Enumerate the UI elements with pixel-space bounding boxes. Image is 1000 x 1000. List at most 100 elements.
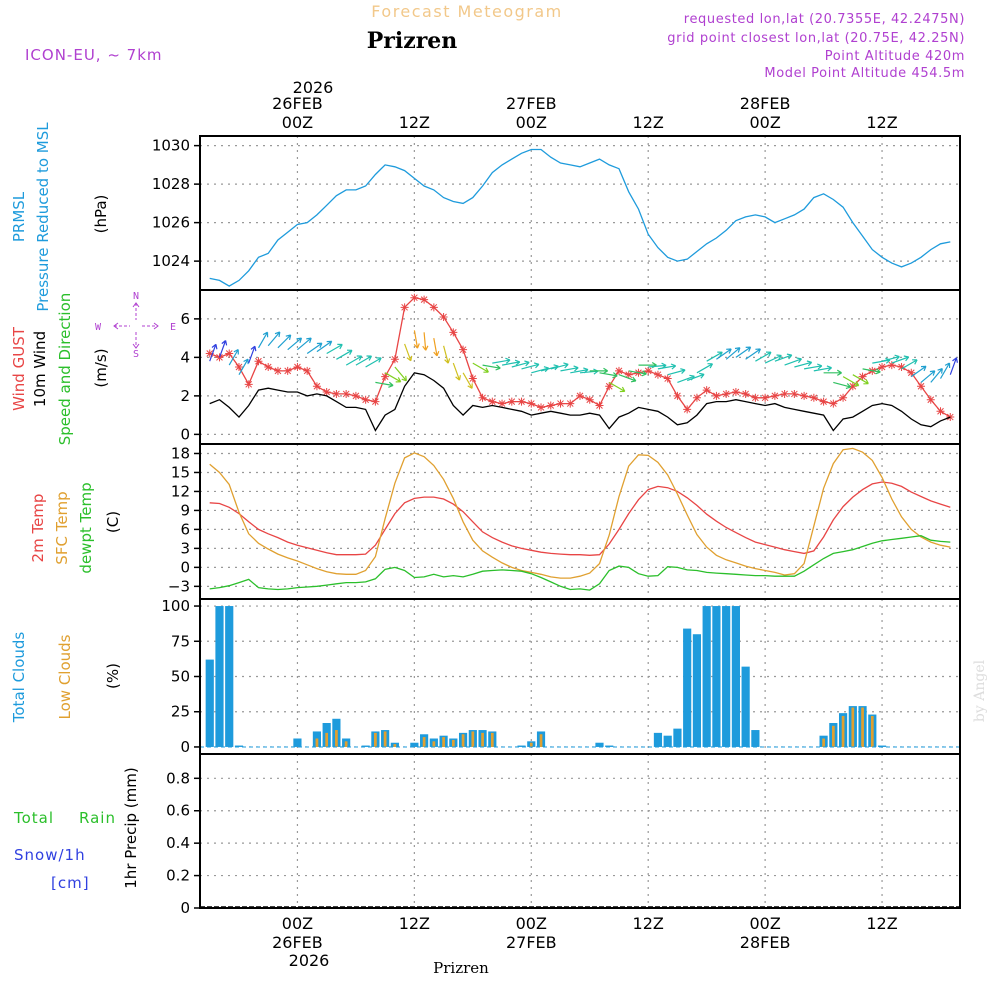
low-cloud-bar [374,732,377,747]
temp-2m-label: 2m Temp [29,494,47,563]
wind-arrow [375,381,394,388]
y-tick-label: 0 [180,558,190,576]
wind-arrow [492,357,511,364]
total-cloud-bar [877,745,887,747]
y-tick-label: 2 [180,387,190,405]
y-tick-label: 0 [180,425,190,443]
y-tick-label: 0.6 [166,802,190,820]
wind-arrow [745,348,761,360]
wind-arrow [891,355,910,364]
wind-arrow [218,340,228,358]
y-tick-label: 1030 [152,137,190,155]
wind-arrow [784,357,802,366]
wind-arrow [472,362,489,373]
y-tick-label: 0.2 [166,867,190,885]
bottom-time-label: 28FEB [740,933,791,952]
gust-marker [614,366,623,375]
gust-marker [507,397,516,406]
wind-arrow [297,337,312,351]
gust-marker [312,382,321,391]
series-2m-temp [209,481,951,556]
gust-marker [322,388,331,397]
gust-marker [819,397,828,406]
low-cloud-bar [529,742,533,747]
y-tick-label: 0.4 [166,834,190,852]
wind-arrow [930,368,943,383]
gust-marker [264,363,273,371]
y-tick-label: 3 [180,539,190,557]
gust-marker [429,303,438,312]
y-tick-label: 12 [171,482,190,500]
precip-side-label: Total Rain Snow/1h [cm] 1hr Precip (mm) [13,767,140,892]
precip-snow-label: Snow/1h [14,846,86,864]
wind-arrow [287,337,303,351]
precip-axis-label: 1hr Precip (mm) [122,767,140,888]
wind-arrow [511,360,530,368]
total-cloud-bar [517,745,526,747]
gust-marker [527,399,536,408]
wind-arrow [257,331,269,349]
wind-arrow [345,355,363,366]
top-time-label: 00Z [516,113,547,132]
wind-arrow [462,372,473,389]
low-cloud-bar [344,741,348,747]
gust-marker [488,397,497,406]
clouds-unit-label: (%) [104,663,122,689]
y-tick-label: 4 [180,348,190,366]
gust-marker [410,293,419,302]
compass-west: W [95,322,102,333]
gust-marker [205,349,214,358]
wind-arrow [862,368,881,375]
wind-arrow [901,359,918,370]
model-label: ICON-EU, ~ 7km [25,46,163,64]
wind-arrow [910,365,927,378]
wind-arrow [228,348,239,366]
gust-marker [858,372,867,381]
bottom-year-label: 2026 [289,951,330,970]
gust-marker [702,386,711,395]
gust-marker [400,303,409,312]
wind-arrow [774,353,793,362]
model-altitude: Model Point Altitude 454.5m [764,66,965,81]
wind-arrow [833,381,852,389]
pressure-side-label: PRMSL Pressure Reduced to MSL (hPa) [10,122,110,312]
wind-arrow [365,357,382,368]
wind-arrow [306,342,323,354]
temp-unit-label: (C) [104,511,122,533]
wind-arrow [521,362,540,370]
gust-marker [342,389,351,398]
gust-marker [663,374,672,383]
gust-marker [887,361,896,370]
gust-marker [468,374,477,383]
wind-arrow [881,354,900,362]
wind-arrow [794,360,813,368]
pressure-unit-label: (hPa) [92,195,110,234]
y-tick-label: 6 [180,310,190,328]
figure-title: Forecast Meteogram [371,2,562,21]
gust-marker [537,403,546,412]
y-tick-label: 1024 [152,252,190,270]
gust-marker [829,399,838,408]
wind-arrow [706,351,723,362]
gust-marker [576,391,584,400]
series-prmsl [209,148,951,287]
gust-marker [683,405,692,414]
gust-marker [371,397,380,406]
wind-arrow [501,359,521,366]
total-cloud-bar [410,742,419,747]
low-cloud-bar [481,732,484,747]
top-year-label: 2026 [293,78,334,97]
low-cloud-bar [490,732,494,747]
temp-side-label: 2m Temp SFC Temp dewpt Temp (C) [29,482,122,573]
wind-arrow [316,340,333,353]
gust-marker [595,401,604,410]
top-time-label: 12Z [399,113,430,132]
precip-rain-label: Rain [79,809,116,827]
gust-marker [556,399,565,408]
wind-arrow [764,354,782,364]
wind-arrow [823,369,842,376]
gust-marker [907,368,916,377]
wind-arrow [716,348,732,360]
gust-marker [926,395,935,404]
gust-marker [234,363,243,371]
